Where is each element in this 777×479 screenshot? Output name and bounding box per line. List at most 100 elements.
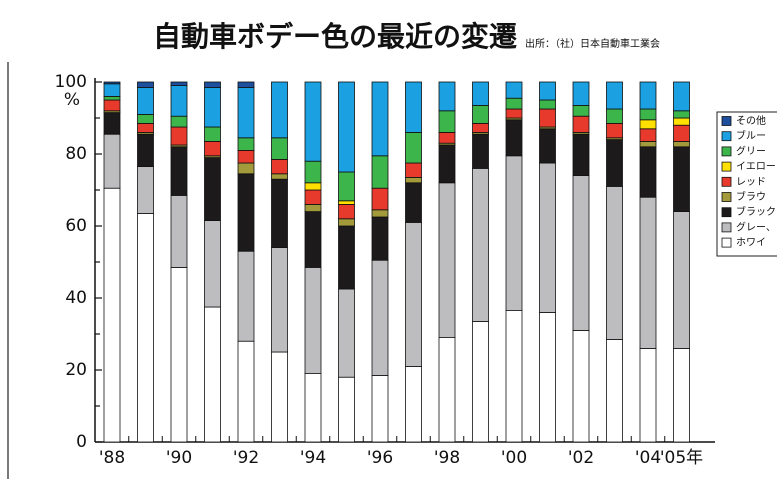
legend-label: ブラック [736, 205, 776, 218]
legend-label: イエロー [736, 162, 776, 173]
legend-label: その他 [736, 114, 766, 127]
bar-segment [103, 83, 121, 97]
bar-segment [338, 218, 355, 227]
bar-segment [472, 81, 489, 106]
x-tick-label: '94 [300, 448, 326, 468]
bar-segment [237, 137, 255, 151]
bar-segment [673, 110, 690, 119]
bar-segment [606, 185, 623, 340]
chart-title: 自動車ボデー色の最近の変遷 [153, 20, 517, 53]
legend-label: ブルー [736, 129, 766, 142]
bar-segment [673, 124, 690, 142]
bar-segment [271, 137, 288, 160]
y-tick-label: 100 [55, 72, 87, 92]
bar-segment [639, 119, 657, 130]
bar-segment [304, 189, 322, 205]
bar-segment [505, 310, 523, 443]
bar-segment [639, 196, 657, 349]
bar-segment [204, 140, 221, 157]
bar-segment [572, 329, 590, 443]
bar-segment [606, 81, 623, 110]
bar-segment [539, 99, 556, 110]
x-tick-label: '96 [367, 448, 393, 468]
bar-segment [371, 259, 389, 376]
bar-segment [505, 155, 523, 312]
bar-segment [606, 338, 623, 443]
bar-segment [639, 347, 657, 443]
bar-segment [137, 166, 154, 214]
bar-segment [271, 247, 288, 353]
bar-segment [237, 250, 255, 342]
bar-segment [271, 158, 288, 175]
bar-segment [204, 126, 221, 142]
bar-segment [405, 365, 422, 443]
bar-segment [338, 376, 355, 443]
bar-segment [204, 220, 221, 308]
bar-segment [371, 81, 389, 157]
bar-segment [338, 81, 355, 173]
bar-segment [137, 212, 154, 443]
bar-segment [606, 108, 623, 124]
bar-segment [170, 85, 188, 117]
legend-swatch [721, 161, 732, 172]
source: 出所：（社）日本自動車工業会 [525, 37, 660, 50]
x-tick-label: '00 [501, 448, 527, 468]
bar-segment [405, 221, 422, 367]
bar-segment [170, 146, 188, 196]
bar-segment [438, 81, 456, 112]
x-tick-label: '04 [635, 448, 661, 468]
bar-segment [338, 200, 355, 205]
bar-segment [572, 81, 590, 106]
bar-segment [304, 203, 322, 212]
bar-segment [472, 133, 489, 169]
bar-segment [539, 311, 556, 443]
bar-segment [237, 340, 255, 443]
legend-swatch [721, 192, 732, 202]
x-tick-label: '02 [568, 448, 594, 468]
x-tick-label: '88 [99, 448, 125, 468]
legend-label: ブラウ [736, 190, 766, 203]
legend-label: レッド [736, 177, 766, 188]
bar-segment [304, 266, 322, 374]
legend-label: グリー [736, 144, 766, 157]
bar-segment [639, 140, 657, 148]
bar-segment [237, 162, 255, 175]
bar-segment [438, 144, 456, 184]
bar-segment [103, 133, 121, 189]
bar-segment [304, 373, 322, 443]
bar-segment [673, 211, 690, 349]
bar-segment [539, 81, 556, 101]
bar-segment [103, 187, 121, 443]
bar-segment [170, 266, 188, 443]
bar-segment [137, 87, 154, 115]
bar-segment [606, 123, 623, 139]
legend-swatch [721, 131, 732, 142]
bar-segment [539, 128, 556, 164]
bar-segment [472, 105, 489, 124]
bar-segment [338, 288, 355, 378]
bar-segment [371, 216, 389, 261]
y-tick-label: 60 [65, 216, 87, 236]
bar-segment [170, 81, 188, 86]
bar-segment [170, 115, 188, 128]
y-tick-label: 0 [76, 432, 87, 452]
legend-label: ホワイ [736, 237, 766, 249]
x-tick-label: '92 [233, 448, 259, 468]
bar-segment [304, 211, 322, 268]
bar-segment [505, 81, 523, 99]
bar-segment [572, 133, 590, 176]
bar-segment [204, 81, 221, 88]
bar-segment [103, 96, 121, 101]
bar-segment [237, 81, 255, 88]
legend-swatch [721, 176, 732, 187]
bar-segment [371, 187, 389, 211]
bar-segment [673, 117, 690, 126]
x-tick-label: '90 [166, 448, 192, 468]
bar-segment [673, 140, 690, 148]
bar-segment [606, 139, 623, 187]
bar-segment [271, 351, 288, 443]
bar-segment [237, 87, 255, 139]
bar-segment [103, 81, 121, 85]
bar-segment [204, 87, 221, 128]
